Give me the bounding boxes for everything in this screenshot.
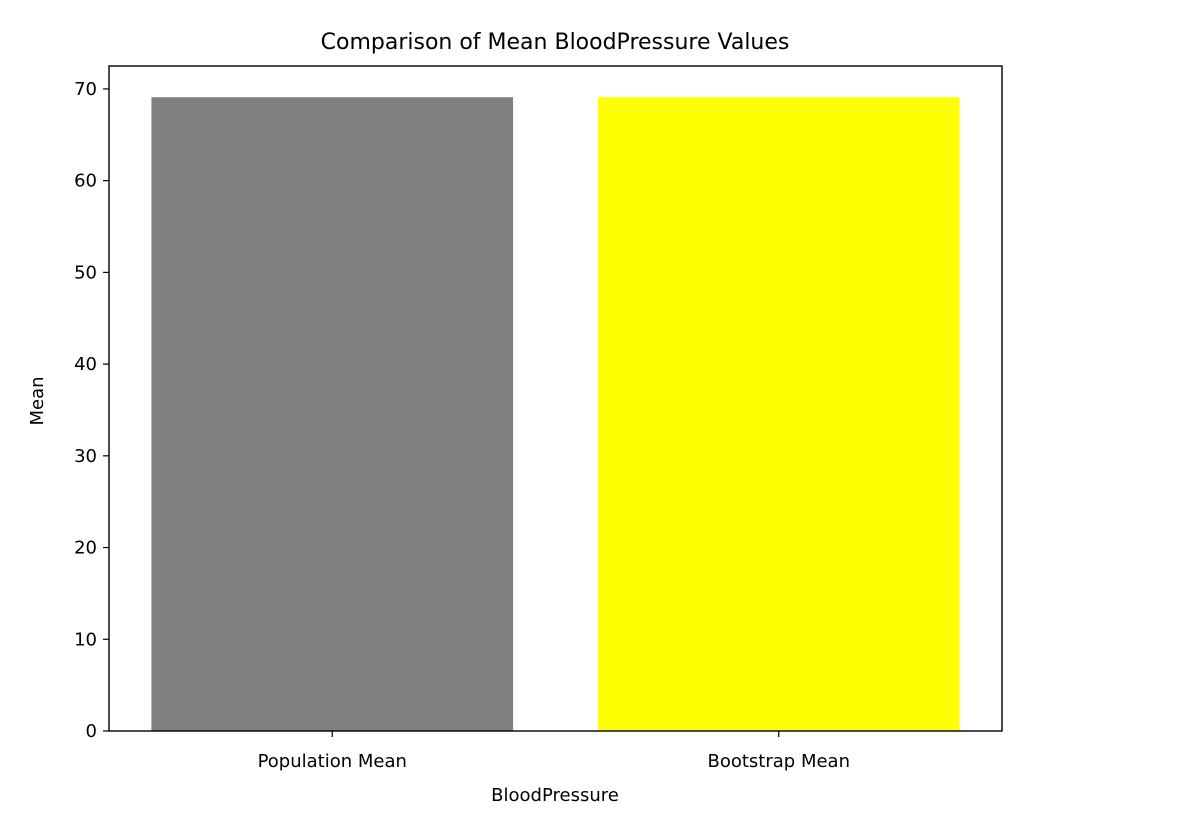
plot-frame xyxy=(108,65,1003,732)
y-tick-label: 20 xyxy=(74,538,97,559)
x-tick-label: Population Mean xyxy=(258,751,407,772)
y-tick-label: 50 xyxy=(74,262,97,283)
y-tick-label: 60 xyxy=(74,171,97,192)
x-tick-label: Bootstrap Mean xyxy=(708,751,851,772)
x-axis: Population Mean Bootstrap Mean xyxy=(258,731,850,772)
y-tick-label: 30 xyxy=(74,446,97,467)
chart-title: Comparison of Mean BloodPressure Values xyxy=(321,30,790,55)
y-axis-label: Mean xyxy=(27,376,48,425)
bar-bootstrap-mean xyxy=(597,97,960,731)
y-tick-label: 0 xyxy=(86,721,97,742)
x-axis-label: BloodPressure xyxy=(491,785,619,806)
bar-population-mean xyxy=(151,97,514,731)
y-tick-label: 70 xyxy=(74,79,97,100)
y-tick-label: 40 xyxy=(74,354,97,375)
y-axis: 0 10 20 30 40 50 60 70 xyxy=(74,79,109,742)
bars-layer xyxy=(151,97,960,731)
y-tick-label: 10 xyxy=(74,629,97,650)
